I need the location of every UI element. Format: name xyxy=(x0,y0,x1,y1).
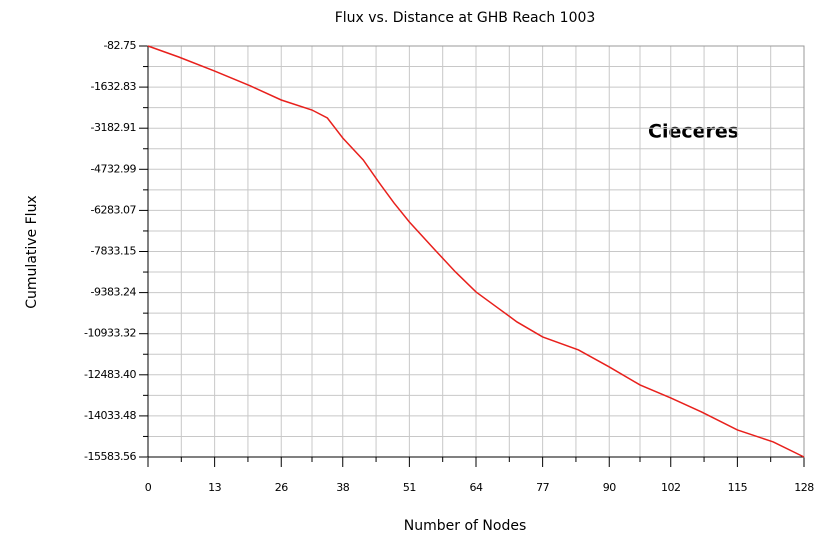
y-axis-label: Cumulative Flux xyxy=(24,195,40,308)
y-tick-label: -4732.99 xyxy=(91,162,137,175)
y-tick-label: -9383.24 xyxy=(91,286,137,299)
x-tick-label: 102 xyxy=(661,481,681,494)
x-tick-label: 13 xyxy=(208,481,221,494)
chart-title: Flux vs. Distance at GHB Reach 1003 xyxy=(335,10,596,26)
y-tick-label: -82.75 xyxy=(104,39,137,52)
y-tick-label: -1632.83 xyxy=(91,80,137,93)
x-tick-label: 38 xyxy=(336,481,349,494)
x-tick-label: 64 xyxy=(470,481,483,494)
y-tick-label: -6283.07 xyxy=(91,203,137,216)
y-tick-label: -7833.15 xyxy=(91,244,137,257)
x-tick-label: 115 xyxy=(728,481,748,494)
x-tick-label: 0 xyxy=(145,481,152,494)
x-tick-label: 77 xyxy=(536,481,549,494)
x-axis-label: Number of Nodes xyxy=(404,518,526,534)
y-tick-label: -3182.91 xyxy=(91,121,136,134)
y-tick-label: -14033.48 xyxy=(84,409,136,422)
annotation: Cieceres xyxy=(648,121,739,143)
y-tick-label: -15583.56 xyxy=(84,450,136,463)
line xyxy=(147,45,805,458)
x-tick-label: 128 xyxy=(794,481,814,494)
y-tick-label: -10933.32 xyxy=(84,327,136,340)
x-tick-label: 90 xyxy=(603,481,616,494)
x-tick-label: 26 xyxy=(275,481,288,494)
x-tick-label: 51 xyxy=(403,481,416,494)
y-tick-label: -12483.40 xyxy=(84,368,136,381)
